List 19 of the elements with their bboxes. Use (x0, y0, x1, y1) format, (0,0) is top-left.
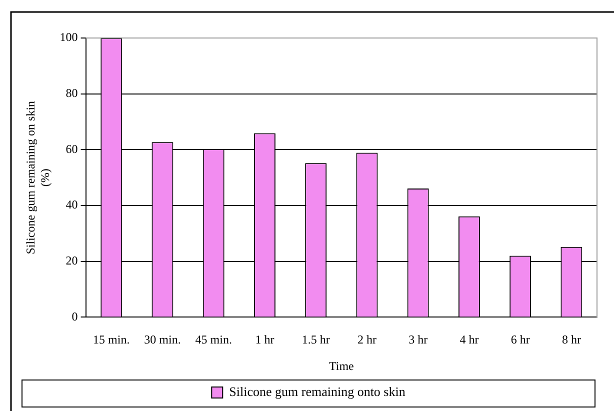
x-tick-label: 15 min. (93, 332, 130, 347)
x-tick-label: 3 hr (408, 332, 428, 347)
y-axis-title: Silicone gum remaining on skin (%) (23, 100, 52, 254)
y-tick-label: 80 (66, 86, 78, 100)
x-tick-label: 8 hr (562, 332, 581, 347)
x-axis-title: Time (328, 358, 354, 373)
y-tick-label: 100 (60, 30, 78, 44)
x-tick-label: 1 hr (255, 332, 274, 347)
x-tick-label: 45 min. (195, 332, 232, 347)
y-tick-label: 60 (66, 142, 78, 156)
y-tick-label: 0 (72, 309, 78, 324)
y-tick-label: 40 (66, 198, 78, 212)
x-tick-label: 30 min. (144, 332, 181, 347)
y-tick-label: 20 (66, 254, 78, 268)
x-tick-label: 1.5 hr (302, 332, 330, 347)
x-tick-label: 4 hr (460, 332, 479, 347)
x-tick-label: 6 hr (510, 332, 530, 347)
legend-label: Silicone gum remaining onto skin (229, 384, 406, 399)
x-tick-label: 2 hr (357, 332, 376, 347)
